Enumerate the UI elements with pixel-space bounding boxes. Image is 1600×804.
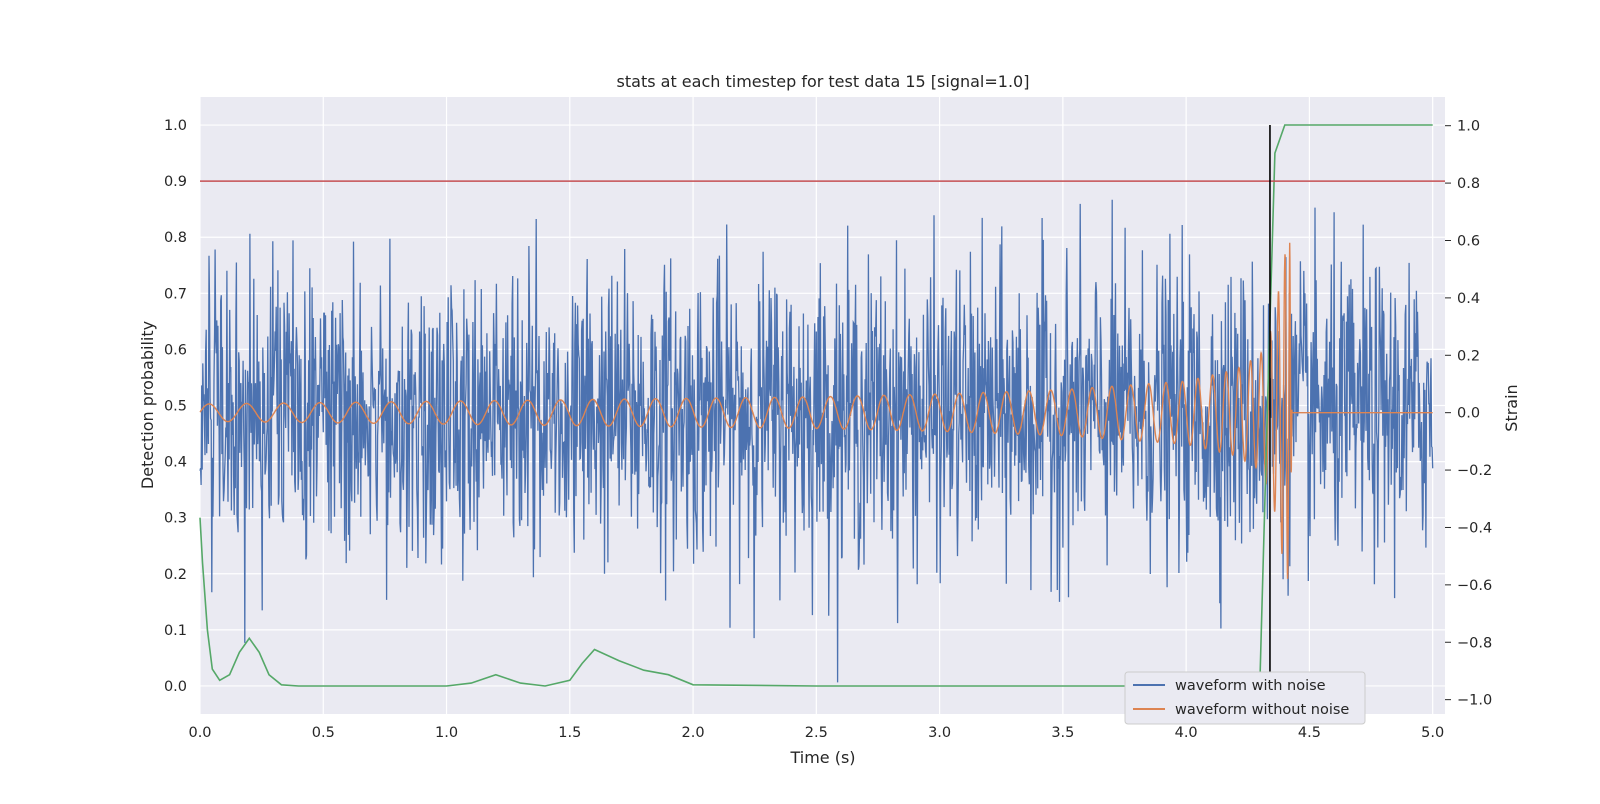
grid-layer [199,97,1445,714]
y-left-tick-label: 1.0 [164,118,187,134]
x-tick-label: 0.0 [188,725,211,741]
x-tick-label: 3.5 [1051,725,1074,741]
y-right-tick-label: 1.0 [1457,119,1480,135]
legend-label-clean: waveform without noise [1175,702,1349,718]
y-right-tick-label: −0.8 [1457,635,1492,651]
series-layer [199,124,1445,687]
series-waveform-without-noise [199,242,1433,579]
y-left-tick-label: 0.1 [164,623,187,639]
y-right-tick-label: 0.4 [1457,291,1480,307]
x-axis-label: Time (s) [789,748,855,767]
y-right-tick-label: −0.4 [1457,520,1492,536]
y-left-tick-label: 0.9 [164,174,187,190]
legend-box [1124,671,1366,725]
chart-title: stats at each timestep for test data 15 … [617,72,1030,91]
x-tick-label: 5.0 [1421,725,1444,741]
y-right-tick-label: −1.0 [1457,693,1492,709]
y-left-tick-label: 0.2 [164,567,187,583]
y-left-tick-label: 0.3 [164,511,187,527]
x-tick-label: 4.5 [1298,725,1321,741]
x-tick-label: 4.0 [1175,725,1198,741]
y-right-tick-label: −0.2 [1457,463,1492,479]
y-right-tick-label: −0.6 [1457,578,1492,594]
x-tick-label: 2.5 [805,725,828,741]
y-left-tick-label: 0.6 [164,342,187,358]
y-left-tick-label: 0.5 [164,399,187,415]
x-tick-label: 0.5 [312,725,335,741]
x-tick-label: 1.0 [435,725,458,741]
y-right-tick-label: 0.2 [1457,348,1480,364]
y-left-tick-label: 0.8 [164,230,187,246]
y-left-tick-label: 0.4 [164,455,187,471]
y-right-axis-label: Strain [1502,384,1521,431]
y-right-tick-label: 0.0 [1457,406,1480,422]
legend: waveform with noise waveform without noi… [1124,671,1366,725]
legend-label-noise: waveform with noise [1175,678,1326,694]
y-right-tick-label: 0.8 [1457,176,1480,192]
x-tick-label: 3.0 [928,725,951,741]
y-left-axis-label: Detection probability [138,321,157,489]
y-left-tick-label: 0.0 [164,679,187,695]
ticks-layer: 0.0 0.5 1.0 1.5 2.0 2.5 3.0 3.5 4.0 4.5 5.0 0.0 0.1 0… [164,118,1492,741]
series-waveform-with-noise [199,199,1434,683]
y-left-tick-label: 0.7 [164,286,187,302]
x-tick-label: 1.5 [558,725,581,741]
y-right-tick-label: 0.6 [1457,233,1480,249]
x-tick-label: 2.0 [682,725,705,741]
